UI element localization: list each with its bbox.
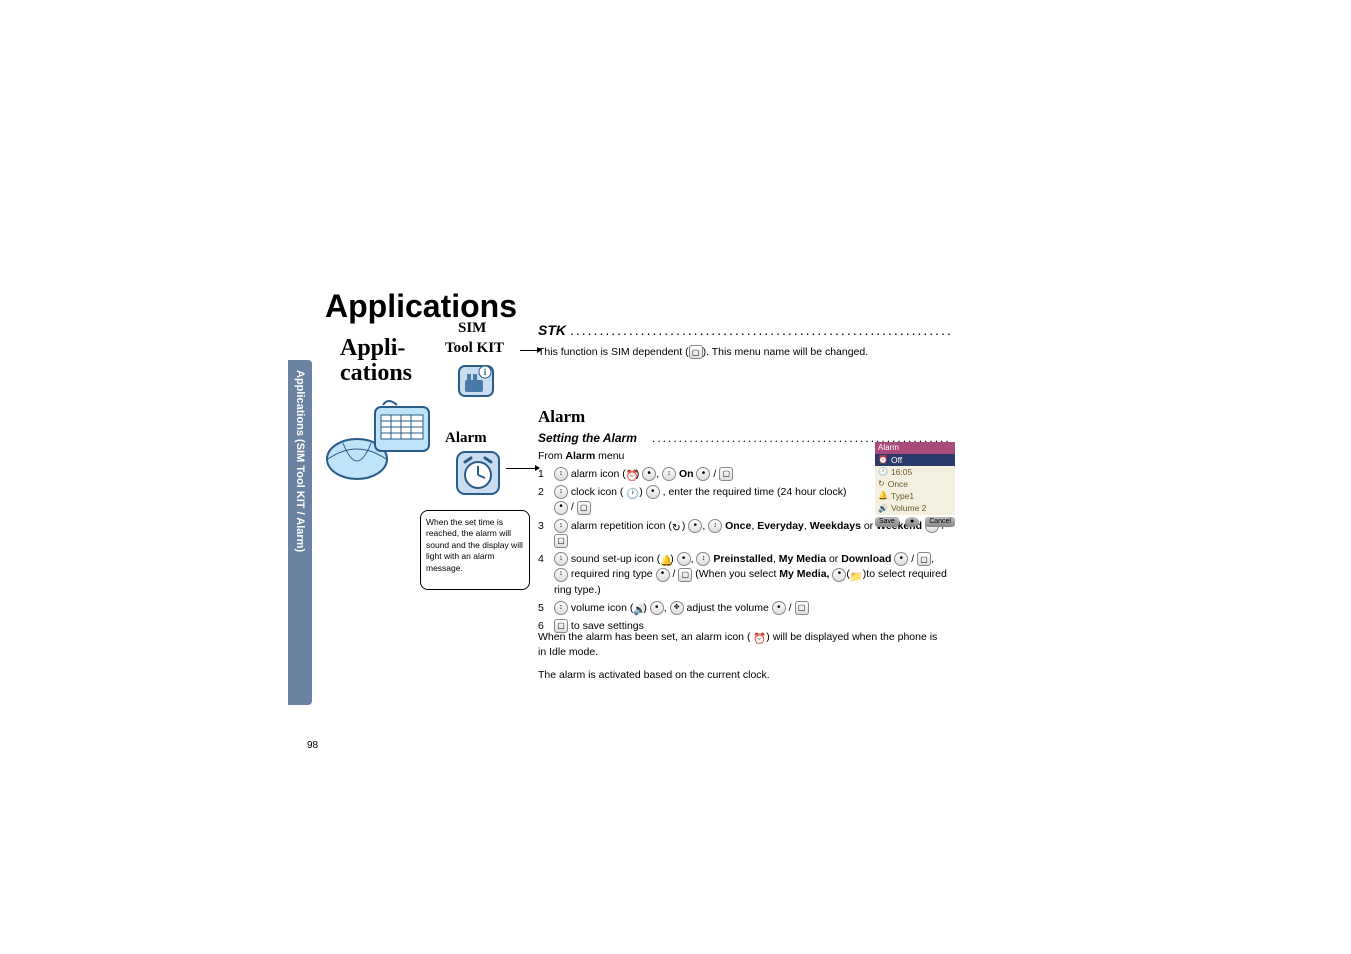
from-alarm-menu-line: From Alarm menu [538, 450, 624, 462]
page-title: Applications [325, 288, 517, 325]
toolkit-label: Tool KIT [445, 340, 504, 357]
applications-illustration [325, 399, 435, 481]
softkey-icon: ▢ [554, 534, 568, 548]
nav-icon: ↕ [554, 519, 568, 533]
phone-save-button: Save [875, 517, 899, 527]
center-key-icon [894, 552, 908, 566]
phone-row: 🕐16:05 [875, 466, 955, 478]
connector-arrow-1 [520, 350, 538, 351]
sim-label: SIM [458, 320, 486, 337]
volume-small-icon: 🔊 [633, 603, 643, 613]
nav-icon: ↕ [554, 467, 568, 481]
alarm-clock-icon [455, 450, 501, 496]
side-tab: Applications (SIM Tool KIT / Alarm) [288, 360, 312, 705]
softkey-icon: ▢ [678, 568, 692, 582]
folder-small-icon: 📁 [850, 570, 860, 580]
page-number: 98 [307, 740, 318, 751]
setting-alarm-heading: Setting the Alarm [538, 431, 637, 445]
nav-icon: ↕ [554, 485, 568, 499]
alarm-indicator-icon: ⏰ [753, 632, 763, 642]
center-key-icon [677, 552, 691, 566]
stk-description: This function is SIM dependent (▢). This… [538, 345, 868, 359]
center-key-icon [656, 568, 670, 582]
softkey-icon: ▢ [719, 467, 733, 481]
stk-desc-part2: ). This menu name will be changed. [703, 346, 869, 358]
phone-title: Alarm [875, 442, 955, 454]
nav-icon: ↕ [554, 568, 568, 582]
phone-softkey-bar: Save ● Cancel [875, 517, 955, 527]
phone-cancel-button: Cancel [925, 517, 955, 527]
softkey-icon: ▢ [795, 601, 809, 615]
step-5: 5 ↕ volume icon (🔊) , ✥ adjust the volum… [538, 601, 948, 616]
phone-row: ↻Once [875, 478, 955, 490]
phone-row: 🔔Type1 [875, 490, 955, 502]
nav-icon: ↕ [696, 552, 710, 566]
nav-icon: ↕ [554, 552, 568, 566]
app-label-line2: cations [340, 360, 412, 386]
phone-row: 🔊Volume 2 [875, 502, 955, 514]
center-key-icon [646, 485, 660, 499]
center-key-icon [650, 601, 664, 615]
connector-arrow-2 [506, 468, 536, 469]
nav-icon: ↕ [662, 467, 676, 481]
nav-4way-icon: ✥ [670, 601, 684, 615]
center-key-icon [772, 601, 786, 615]
nav-icon: ↕ [554, 601, 568, 615]
center-key-icon [688, 519, 702, 533]
stk-desc-part1: This function is SIM dependent ( [538, 346, 689, 358]
center-key-icon [642, 467, 656, 481]
alarm-note-box: When the set time is reached, the alarm … [420, 510, 530, 590]
alarm-section-heading: Alarm [538, 407, 585, 427]
center-key-icon [832, 568, 846, 582]
alarm-small-icon: ⏰ [626, 469, 636, 479]
step-4: 4 ↕ sound set-up icon (🔔) , ↕ Preinstall… [538, 552, 948, 598]
clock-small-icon: 🕐 [626, 487, 636, 497]
alarm-footer-text: When the alarm has been set, an alarm ic… [538, 630, 948, 684]
phone-center-button: ● [905, 517, 919, 527]
softkey-icon: ▢ [577, 501, 591, 515]
sim-toolkit-icon: i [455, 360, 497, 402]
app-label-line1: Appli- [340, 335, 405, 361]
nav-icon: ↕ [708, 519, 722, 533]
softkey-icon: ▢ [917, 552, 931, 566]
applications-nav-label: Appli- cations [340, 336, 412, 386]
phone-screen-mockup: Alarm ⏰Off🕐16:05↻Once🔔Type1🔊Volume 2 Sav… [875, 442, 955, 530]
sim-dependent-icon: ▢ [689, 345, 703, 359]
phone-row: ⏰Off [875, 454, 955, 466]
sound-small-icon: 🔔 [660, 554, 670, 564]
repeat-small-icon: ↻ [672, 521, 682, 531]
center-key-icon [554, 501, 568, 515]
stk-heading: STK [538, 322, 566, 338]
stk-dotted-line: ........................................… [570, 322, 950, 338]
center-key-icon [696, 467, 710, 481]
alarm-nav-label: Alarm [445, 430, 487, 447]
